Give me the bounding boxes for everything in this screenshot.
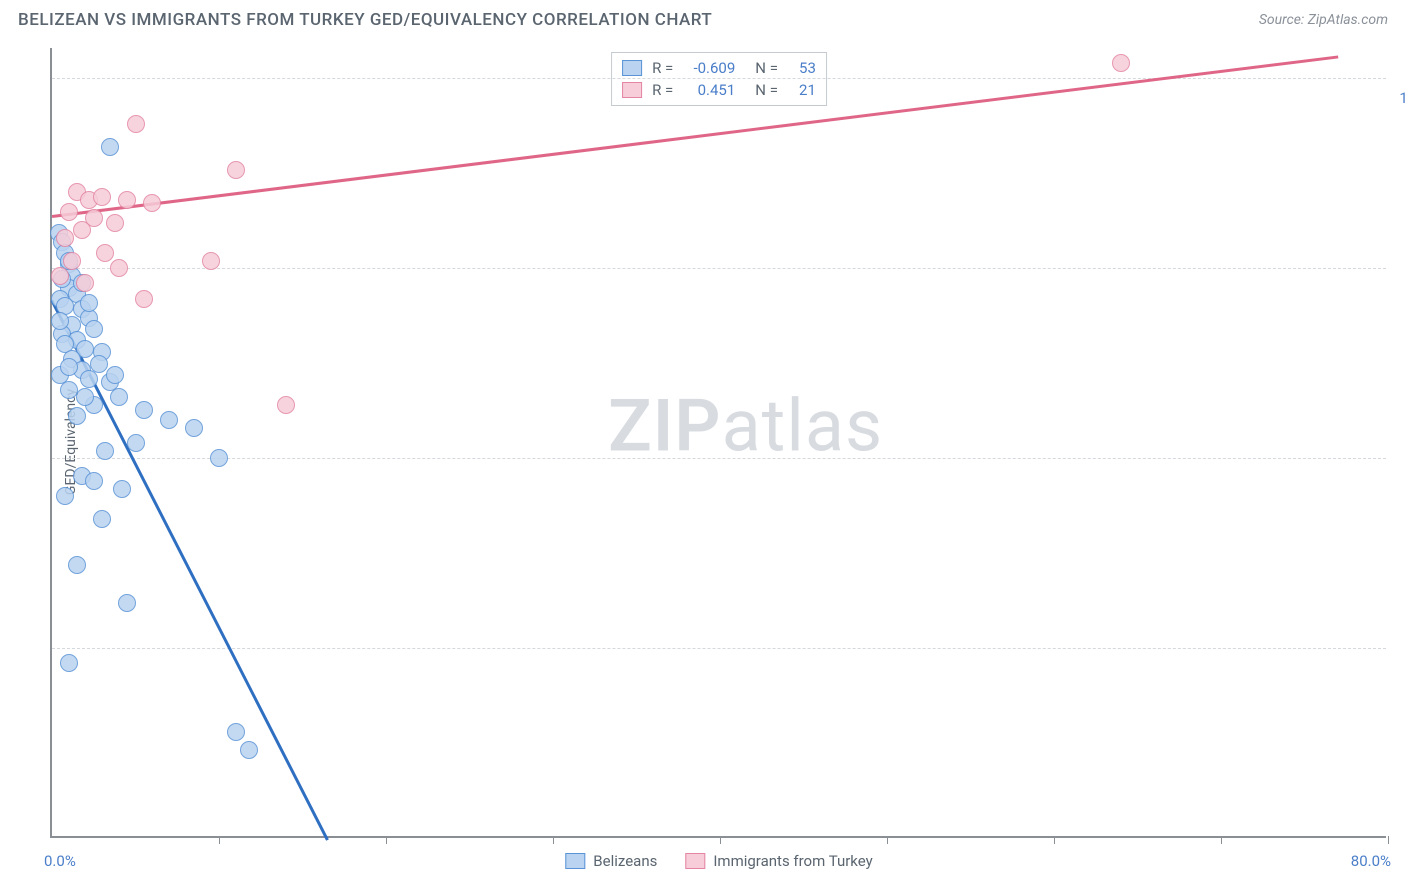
stats-row: R = 0.451 N = 21 <box>622 79 816 101</box>
data-point <box>277 396 295 414</box>
n-value: 53 <box>788 59 816 77</box>
data-point <box>202 252 220 270</box>
data-point <box>118 594 136 612</box>
legend: Belizeans Immigrants from Turkey <box>565 852 872 870</box>
gridline <box>52 458 1386 459</box>
stats-row: R = -0.609 N = 53 <box>622 57 816 79</box>
n-value: 21 <box>788 81 816 99</box>
x-tick <box>219 836 220 844</box>
data-point <box>56 229 74 247</box>
series-swatch <box>622 82 642 98</box>
n-label: N = <box>755 59 778 77</box>
x-tick <box>1054 836 1055 844</box>
x-tick <box>1388 836 1389 844</box>
data-point <box>143 194 161 212</box>
data-point <box>68 556 86 574</box>
r-value: -0.609 <box>683 59 735 77</box>
data-point <box>63 252 81 270</box>
data-point <box>68 407 86 425</box>
data-point <box>110 388 128 406</box>
data-point <box>85 320 103 338</box>
series-swatch <box>622 60 642 76</box>
data-point <box>56 487 74 505</box>
legend-item: Belizeans <box>565 852 657 870</box>
data-point <box>80 370 98 388</box>
r-value: 0.451 <box>683 81 735 99</box>
gridline <box>52 648 1386 649</box>
data-point <box>85 472 103 490</box>
legend-swatch <box>565 853 585 869</box>
data-point <box>60 358 78 376</box>
r-label: R = <box>652 59 673 77</box>
data-point <box>51 312 69 330</box>
x-tick <box>887 836 888 844</box>
data-point <box>73 221 91 239</box>
data-point <box>106 366 124 384</box>
data-point <box>118 191 136 209</box>
watermark: ZIPatlas <box>608 384 883 469</box>
y-tick-label: 100.0% <box>1399 89 1406 107</box>
data-point <box>101 138 119 156</box>
data-point <box>93 510 111 528</box>
x-tick <box>553 836 554 844</box>
data-point <box>80 294 98 312</box>
data-point <box>60 203 78 221</box>
x-tick <box>720 836 721 844</box>
data-point <box>210 449 228 467</box>
legend-label: Immigrants from Turkey <box>713 852 872 870</box>
chart-title: BELIZEAN VS IMMIGRANTS FROM TURKEY GED/E… <box>18 10 712 30</box>
data-point <box>51 267 69 285</box>
data-point <box>227 161 245 179</box>
data-point <box>60 381 78 399</box>
legend-swatch <box>685 853 705 869</box>
n-label: N = <box>755 81 778 99</box>
data-point <box>76 388 94 406</box>
x-tick <box>386 836 387 844</box>
gridline <box>52 268 1386 269</box>
source-attribution: Source: ZipAtlas.com <box>1259 12 1388 28</box>
data-point <box>60 654 78 672</box>
data-point <box>96 442 114 460</box>
data-point <box>135 290 153 308</box>
data-point <box>106 214 124 232</box>
scatter-plot: GED/Equivalency ZIPatlas R =-0.609N =53R… <box>50 48 1386 838</box>
data-point <box>240 741 258 759</box>
data-point <box>76 274 94 292</box>
r-label: R = <box>652 81 673 99</box>
data-point <box>93 188 111 206</box>
data-point <box>113 480 131 498</box>
legend-label: Belizeans <box>593 852 657 870</box>
data-point <box>135 401 153 419</box>
legend-item: Immigrants from Turkey <box>685 852 872 870</box>
data-point <box>185 419 203 437</box>
data-point <box>160 411 178 429</box>
data-point <box>127 434 145 452</box>
x-tick <box>1221 836 1222 844</box>
data-point <box>227 723 245 741</box>
x-axis-max-label: 80.0% <box>1351 852 1391 870</box>
x-axis-min-label: 0.0% <box>44 852 76 870</box>
data-point <box>1112 54 1130 72</box>
data-point <box>96 244 114 262</box>
gridline <box>52 78 1386 79</box>
data-point <box>127 115 145 133</box>
data-point <box>110 259 128 277</box>
